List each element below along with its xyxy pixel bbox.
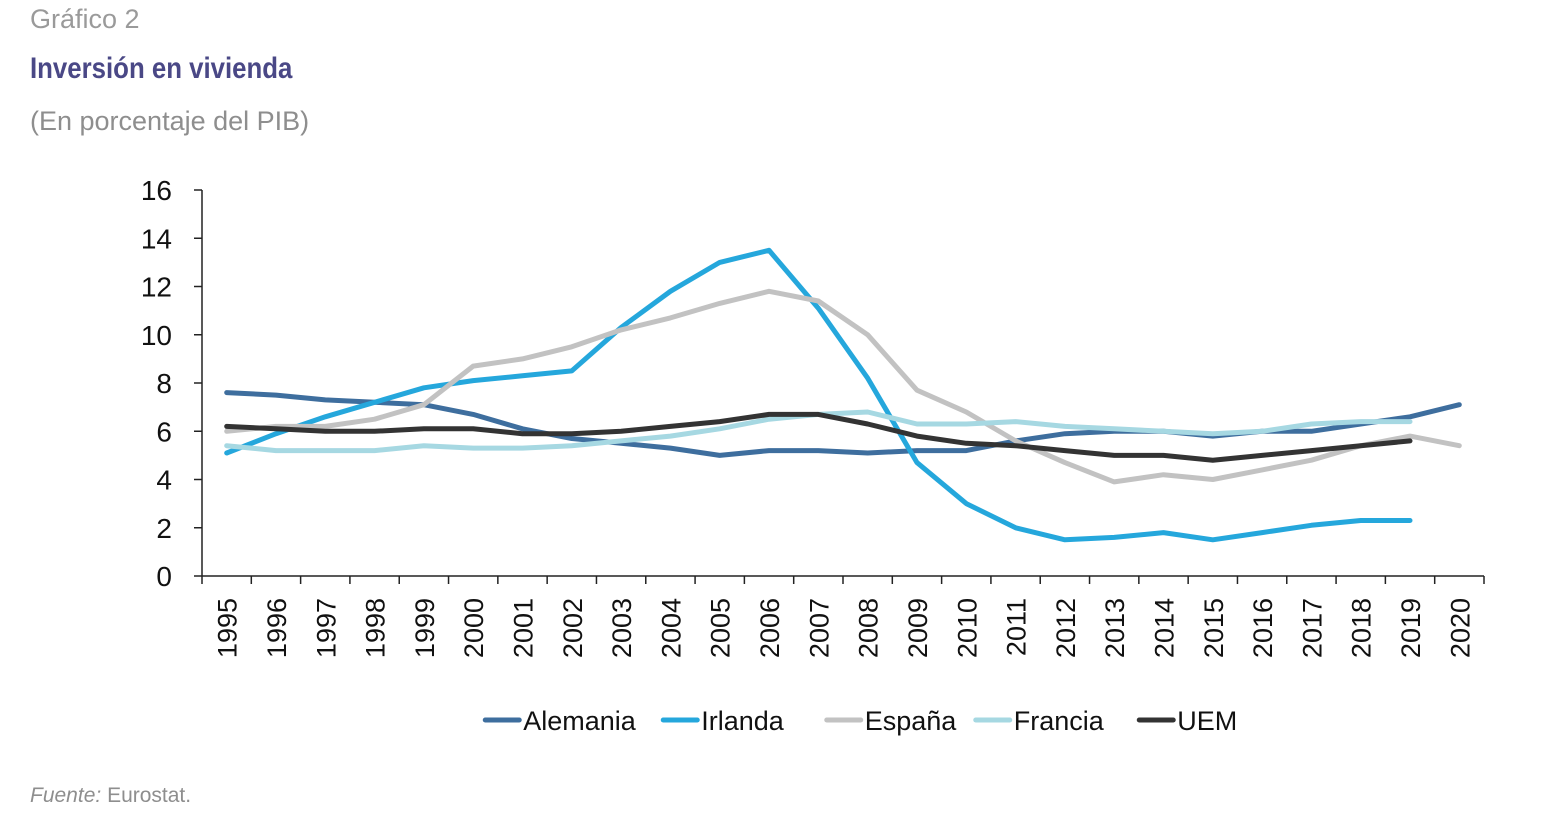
y-tick-label: 16 xyxy=(141,175,172,206)
x-tick-label: 2011 xyxy=(1002,598,1032,656)
y-tick-label: 10 xyxy=(141,320,172,351)
series-line-irlanda xyxy=(224,247,1413,543)
series-line-españa xyxy=(224,288,1462,485)
x-tick-label: 1996 xyxy=(262,598,292,658)
y-tick-label: 2 xyxy=(156,513,172,544)
x-tick-label: 2006 xyxy=(755,598,785,658)
chart-title: Inversión en vivienda xyxy=(30,52,293,85)
legend-label: Francia xyxy=(1014,706,1105,736)
x-tick-label: 2001 xyxy=(509,598,539,658)
x-tick-label: 2010 xyxy=(952,598,982,658)
x-tick-label: 2017 xyxy=(1297,598,1327,658)
legend-label: Irlanda xyxy=(701,706,785,736)
y-tick-label: 0 xyxy=(156,561,172,592)
x-tick-label: 1997 xyxy=(311,598,341,658)
source-note: Fuente: Eurostat. xyxy=(30,784,191,808)
x-tick-label: 2009 xyxy=(903,598,933,658)
x-tick-label: 2007 xyxy=(804,598,834,658)
legend-item: Irlanda xyxy=(660,706,785,736)
source-text: Eurostat. xyxy=(107,784,192,807)
chart-kicker: Gráfico 2 xyxy=(30,4,140,34)
x-tick-label: 2020 xyxy=(1445,598,1475,658)
source-label: Fuente: xyxy=(30,784,102,807)
x-tick-label: 2003 xyxy=(607,598,637,658)
x-tick-label: 2019 xyxy=(1396,598,1426,658)
chart-subtitle: (En porcentaje del PIB) xyxy=(30,106,310,136)
x-tick-label: 2014 xyxy=(1150,598,1180,658)
legend-item: UEM xyxy=(1136,706,1237,736)
series-line-uem xyxy=(224,411,1413,463)
x-tick-label: 1995 xyxy=(213,598,243,658)
x-tick-label: 2000 xyxy=(459,598,489,658)
y-tick-label: 4 xyxy=(156,465,172,496)
x-tick-label: 2005 xyxy=(706,598,736,658)
legend-item: España xyxy=(824,706,958,736)
x-tick-label: 1998 xyxy=(361,598,391,658)
x-tick-label: 2002 xyxy=(558,598,588,658)
legend-item: Francia xyxy=(973,706,1105,736)
legend-item: Alemania xyxy=(482,706,637,736)
x-tick-label: 2015 xyxy=(1199,598,1229,658)
y-tick-label: 8 xyxy=(156,368,172,399)
x-tick-label: 2008 xyxy=(854,598,884,658)
y-tick-label: 6 xyxy=(156,416,172,447)
y-tick-label: 14 xyxy=(141,223,172,254)
y-tick-label: 12 xyxy=(141,272,172,303)
legend-label: UEM xyxy=(1177,706,1237,736)
x-tick-label: 2016 xyxy=(1248,598,1278,658)
x-tick-label: 2018 xyxy=(1347,598,1377,658)
legend-label: Alemania xyxy=(523,706,637,736)
chart-legend: Alemania Irlanda España Francia UEM xyxy=(482,706,1237,736)
x-tick-label: 2013 xyxy=(1100,598,1130,658)
x-tick-label: 2004 xyxy=(656,598,686,658)
legend-label: España xyxy=(865,706,958,736)
x-tick-label: 1999 xyxy=(410,598,440,658)
x-tick-label: 2012 xyxy=(1051,598,1081,658)
